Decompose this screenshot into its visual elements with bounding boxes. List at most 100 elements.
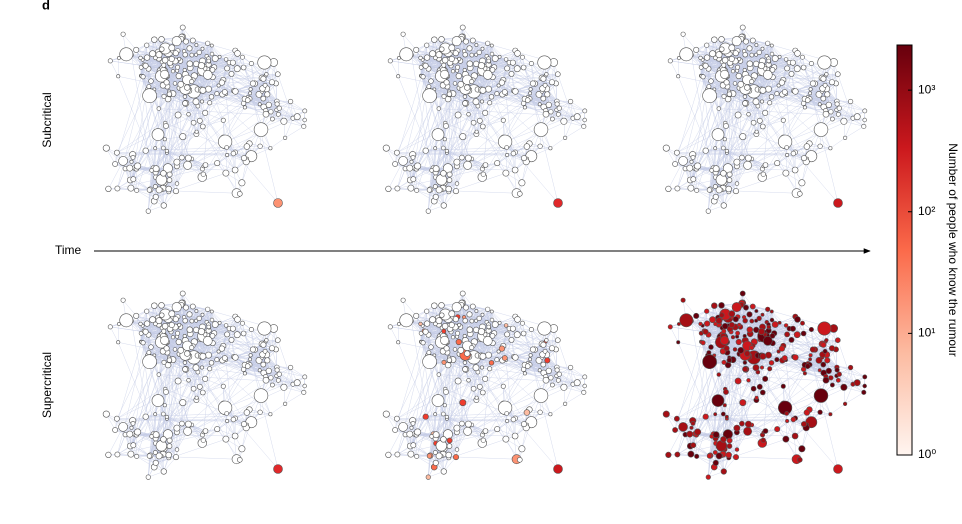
node [215, 160, 220, 165]
node [162, 57, 168, 63]
node [174, 159, 180, 165]
networks [103, 25, 867, 480]
node [134, 163, 140, 169]
node [173, 51, 178, 56]
node [231, 151, 236, 156]
node [225, 153, 228, 156]
node [201, 47, 204, 50]
row-label: Supercritical [40, 352, 54, 418]
node [249, 88, 252, 91]
node [263, 83, 267, 87]
node [263, 111, 269, 117]
node [165, 149, 168, 152]
node [197, 50, 202, 55]
node [241, 155, 246, 160]
node [195, 43, 198, 46]
node [161, 146, 165, 150]
node [258, 56, 271, 69]
node [131, 155, 135, 159]
node [175, 182, 179, 186]
node [294, 114, 300, 120]
node [243, 106, 246, 109]
node [108, 59, 112, 63]
node [225, 146, 229, 150]
node [143, 63, 148, 68]
node [172, 36, 181, 45]
node [151, 37, 157, 43]
node [222, 89, 227, 94]
node [281, 118, 287, 124]
node [250, 81, 255, 86]
node [184, 161, 192, 169]
node [249, 61, 253, 65]
node [180, 133, 186, 139]
node [197, 118, 202, 123]
edge [270, 138, 285, 148]
node [201, 172, 206, 177]
node [183, 52, 188, 57]
node [193, 99, 199, 105]
node [210, 67, 215, 72]
node [261, 76, 266, 81]
node [258, 144, 263, 149]
node [209, 94, 214, 99]
node [162, 94, 166, 98]
node [205, 86, 211, 92]
node [167, 178, 172, 183]
node [160, 70, 168, 78]
node [114, 150, 119, 155]
node [173, 188, 178, 193]
node [245, 98, 250, 103]
node [162, 63, 166, 67]
node [164, 80, 169, 85]
node [149, 79, 154, 84]
node [152, 129, 164, 141]
node [276, 112, 280, 116]
network [383, 25, 587, 214]
node [237, 191, 242, 196]
node [139, 56, 143, 60]
node [144, 43, 149, 48]
node [219, 80, 225, 86]
node [161, 203, 167, 209]
node [157, 107, 161, 111]
node [153, 166, 159, 172]
node [169, 45, 175, 51]
node [230, 60, 235, 65]
node [167, 172, 172, 177]
node [183, 39, 188, 44]
node [113, 161, 118, 166]
node [203, 163, 208, 168]
node [169, 56, 174, 61]
edge [110, 61, 118, 76]
node [106, 186, 112, 192]
node [254, 123, 268, 137]
row-label: Subcritical [40, 92, 54, 147]
node [143, 89, 157, 103]
node [185, 155, 191, 161]
node [134, 47, 139, 52]
node [190, 79, 194, 83]
node [200, 100, 203, 103]
node [184, 85, 190, 91]
node [179, 155, 184, 160]
node [212, 55, 218, 61]
node [239, 180, 245, 186]
time-label: Time [55, 243, 82, 257]
node [135, 188, 139, 192]
node [115, 186, 120, 191]
node [195, 130, 198, 133]
node [261, 96, 266, 101]
node [120, 48, 133, 61]
node [180, 25, 185, 30]
node [244, 144, 250, 150]
node [200, 124, 205, 129]
node [128, 185, 134, 191]
node [229, 71, 234, 76]
node [288, 99, 293, 104]
node [163, 123, 168, 128]
node [270, 117, 274, 121]
node [241, 65, 246, 70]
node [130, 160, 133, 163]
node [183, 68, 186, 71]
